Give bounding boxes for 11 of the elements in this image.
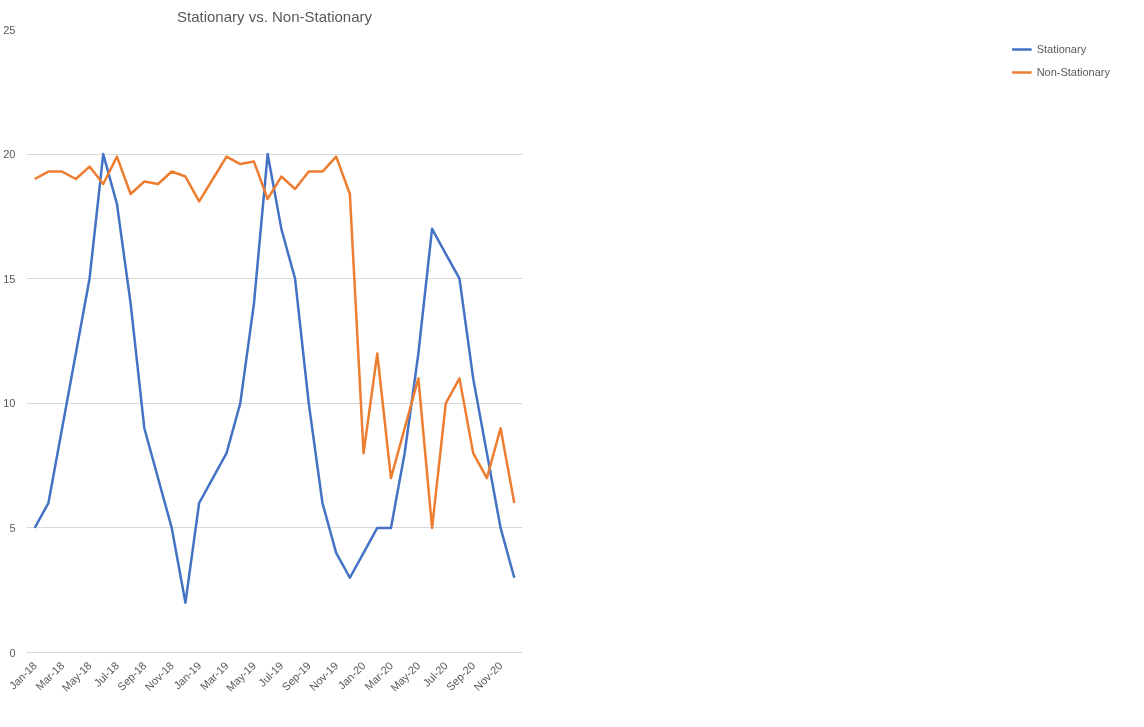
line-series [33, 152, 516, 604]
y-tick-label: 20 [3, 148, 16, 161]
y-tick-label: 5 [9, 521, 16, 534]
y-tick-label: 0 [9, 646, 16, 659]
line-series [33, 155, 516, 530]
y-tick-label: 15 [3, 272, 16, 285]
y-tick-label: 25 [3, 23, 16, 36]
legend-label: Stationary [1036, 43, 1087, 55]
chart-title: Stationary vs. Non-Stationary [176, 7, 373, 25]
legend-label: Non-Stationary [1036, 66, 1110, 78]
y-tick-label: 10 [3, 397, 16, 410]
